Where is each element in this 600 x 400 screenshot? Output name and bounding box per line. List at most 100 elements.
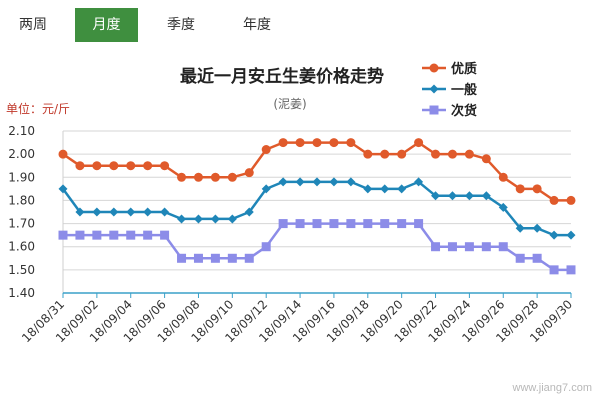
data-point — [431, 191, 441, 201]
data-point — [177, 214, 187, 224]
chart-title: 最近一月安丘生姜价格走势 — [180, 66, 384, 87]
data-point — [312, 138, 322, 148]
tab-quarter[interactable]: 季度 — [167, 17, 195, 33]
data-point — [92, 230, 102, 240]
legend-marker — [429, 84, 439, 94]
tab-month[interactable]: 月度 — [75, 8, 138, 42]
data-point — [109, 207, 119, 217]
y-tick-label: 1.50 — [8, 263, 35, 277]
data-point — [414, 219, 424, 229]
data-point — [143, 207, 153, 217]
data-point — [109, 161, 119, 171]
data-point — [447, 191, 457, 201]
y-tick-label: 1.60 — [8, 240, 35, 254]
legend-label: 优质 — [451, 61, 477, 77]
period-tabs: 两周 月度 季度 年度 — [0, 8, 600, 42]
tab-year[interactable]: 年度 — [243, 17, 271, 33]
data-point — [75, 207, 85, 217]
data-point — [160, 161, 170, 171]
data-point — [244, 168, 254, 178]
data-point — [160, 230, 170, 240]
data-point — [177, 172, 187, 182]
data-point — [498, 242, 508, 252]
data-point — [210, 172, 220, 182]
data-point — [363, 184, 373, 194]
legend-marker — [429, 105, 439, 115]
legend-marker — [429, 63, 439, 73]
data-point — [498, 202, 508, 212]
data-point — [532, 223, 542, 233]
series-2 — [58, 219, 576, 275]
data-point — [498, 172, 508, 182]
data-point — [143, 161, 153, 171]
data-point — [278, 138, 288, 148]
series-0 — [58, 138, 576, 205]
data-point — [295, 138, 305, 148]
x-axis-ticks: 18/08/3118/09/0218/09/0418/09/0618/09/08… — [19, 292, 575, 345]
data-point — [397, 184, 407, 194]
series-1 — [58, 177, 576, 240]
series-layer — [58, 138, 576, 275]
y-tick-label: 1.80 — [8, 193, 35, 207]
data-point — [549, 195, 559, 205]
site-watermark: www.jiang7.com — [512, 382, 592, 394]
data-point — [312, 177, 322, 187]
y-tick-label: 2.00 — [8, 147, 35, 161]
data-point — [295, 219, 305, 229]
y-tick-label: 2.10 — [8, 124, 35, 138]
data-point — [397, 149, 407, 159]
data-point — [532, 253, 542, 263]
data-point — [397, 219, 407, 229]
data-point — [515, 184, 525, 194]
data-point — [193, 214, 203, 224]
data-point — [329, 219, 339, 229]
data-point — [414, 177, 424, 187]
data-point — [244, 207, 254, 217]
data-point — [295, 177, 305, 187]
data-point — [464, 149, 474, 159]
data-point — [431, 149, 441, 159]
data-point — [431, 242, 441, 252]
tab-two-weeks[interactable]: 两周 — [19, 17, 47, 33]
data-point — [210, 214, 220, 224]
data-point — [481, 191, 491, 201]
data-point — [566, 265, 576, 275]
legend-label: 次货 — [451, 103, 477, 119]
data-point — [312, 219, 322, 229]
data-point — [261, 184, 271, 194]
data-point — [363, 149, 373, 159]
y-axis-unit-label: 单位：元/斤 — [6, 101, 70, 116]
data-point — [109, 230, 119, 240]
data-point — [227, 172, 237, 182]
data-point — [549, 230, 559, 240]
data-point — [227, 253, 237, 263]
data-point — [193, 253, 203, 263]
data-point — [177, 253, 187, 263]
chart-subtitle: (泥姜) — [273, 97, 306, 111]
y-tick-label: 1.70 — [8, 217, 35, 231]
data-point — [126, 230, 136, 240]
data-point — [329, 177, 339, 187]
data-point — [261, 242, 271, 252]
data-point — [481, 242, 491, 252]
data-point — [227, 214, 237, 224]
data-point — [58, 184, 68, 194]
data-point — [532, 184, 542, 194]
legend-label: 一般 — [451, 82, 477, 98]
data-point — [193, 172, 203, 182]
y-tick-label: 1.40 — [8, 286, 35, 300]
data-point — [244, 253, 254, 263]
data-point — [481, 154, 491, 164]
data-point — [92, 161, 102, 171]
data-point — [278, 177, 288, 187]
data-point — [58, 230, 68, 240]
series-line — [62, 141, 571, 202]
data-point — [363, 219, 373, 229]
data-point — [346, 219, 356, 229]
data-point — [346, 177, 356, 187]
data-point — [464, 242, 474, 252]
data-point — [210, 253, 220, 263]
data-point — [92, 207, 102, 217]
data-point — [278, 219, 288, 229]
